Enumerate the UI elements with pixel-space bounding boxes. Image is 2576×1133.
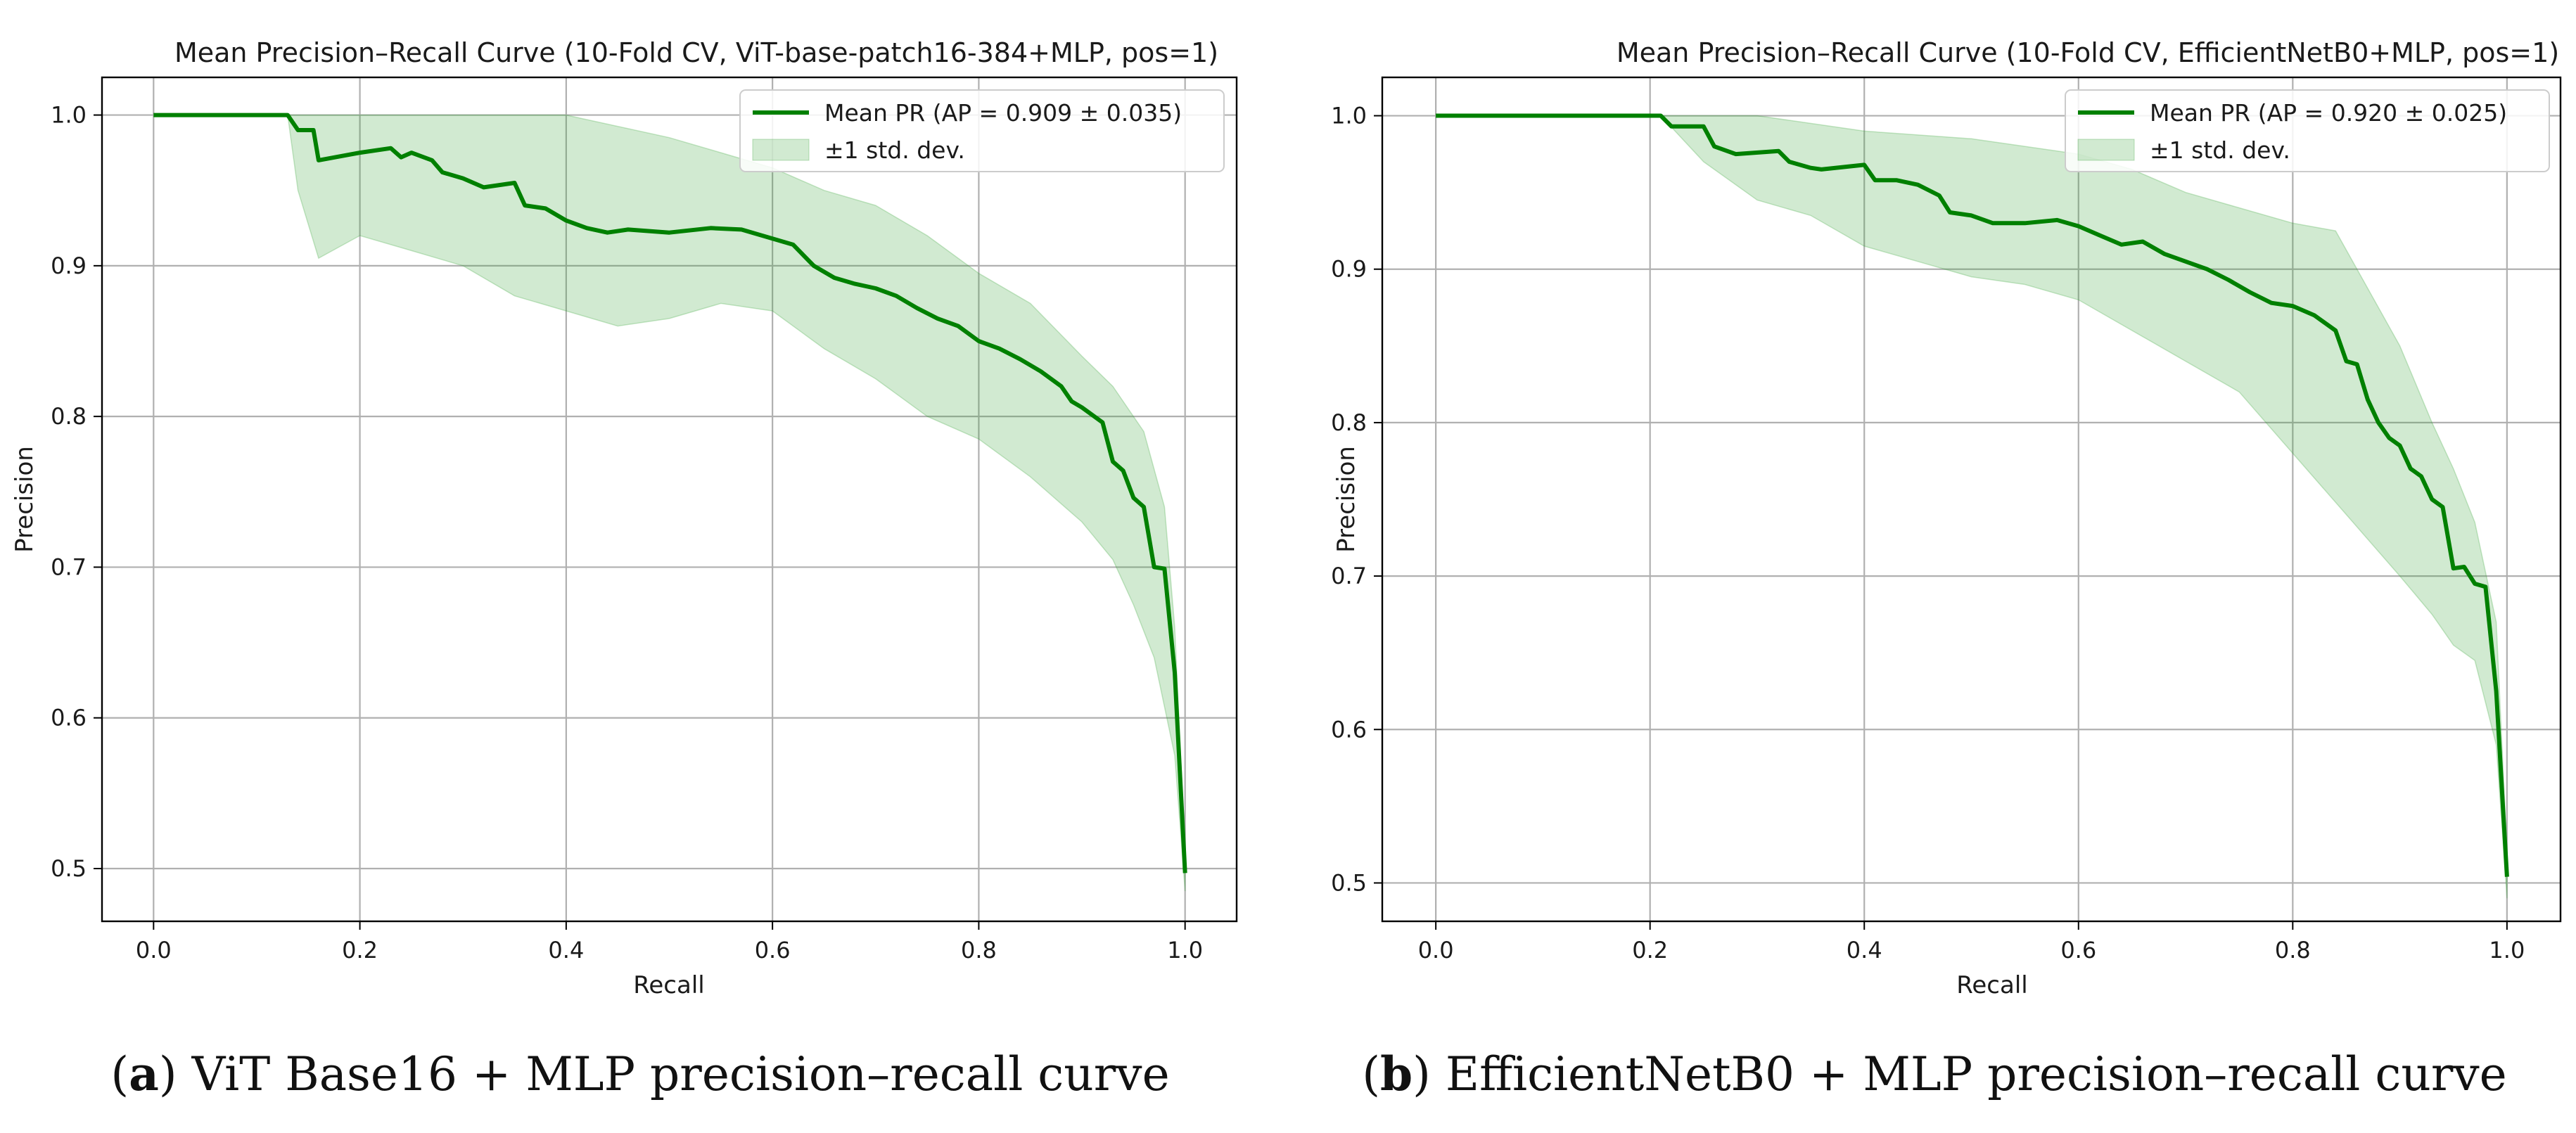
legend-band-swatch xyxy=(752,139,810,161)
mean-pr-line xyxy=(1436,113,2509,877)
caption-label: a xyxy=(129,1046,159,1101)
legend-band-swatch xyxy=(2077,139,2135,161)
legend: Mean PR (AP = 0.920 ± 0.025) ±1 std. dev… xyxy=(2065,89,2550,172)
y-tick-label: 0.9 xyxy=(1331,256,1367,283)
chart-title: Mean Precision–Recall Curve (10-Fold CV,… xyxy=(174,37,1218,68)
x-tick-label: 0.2 xyxy=(342,937,378,964)
chart-title: Mean Precision–Recall Curve (10-Fold CV,… xyxy=(1617,37,2559,68)
std-band-area xyxy=(1659,115,2508,899)
legend-entry-std-dev: ±1 std. dev. xyxy=(2150,136,2290,164)
x-tick-label: 0.4 xyxy=(1847,937,1882,964)
x-tick-label: 0.8 xyxy=(2275,937,2311,964)
y-tick-label: 1.0 xyxy=(51,102,87,129)
panel-vit: Mean Precision–Recall Curve (10-Fold CV,… xyxy=(11,37,1238,999)
y-tick-label: 0.5 xyxy=(51,855,87,882)
y-tick-label: 0.7 xyxy=(1331,563,1367,589)
x-tick-label: 0.0 xyxy=(136,937,172,964)
caption-b: (b) EfficientNetB0 + MLP precision–recal… xyxy=(1362,1046,2507,1101)
plot-frame xyxy=(101,76,1238,923)
caption-text: ViT Base16 + MLP precision–recall curve xyxy=(191,1047,1170,1101)
y-tick-label: 0.5 xyxy=(1331,869,1367,896)
x-tick-label: 1.0 xyxy=(2489,937,2525,964)
mean-pr-series xyxy=(153,113,1187,873)
std-band-area xyxy=(287,114,1186,892)
grid-lines xyxy=(1382,77,2561,921)
x-tick-label: 0.0 xyxy=(1418,937,1454,964)
std-band xyxy=(287,114,1186,892)
x-axis-label: Recall xyxy=(633,971,704,999)
y-tick-label: 0.6 xyxy=(1331,716,1367,743)
y-axis-label: Precision xyxy=(11,446,39,553)
x-tick-label: 1.0 xyxy=(1167,937,1203,964)
mean-pr-series xyxy=(1436,113,2509,877)
std-band xyxy=(1659,115,2508,899)
x-tick-label: 0.8 xyxy=(961,937,997,964)
y-tick-label: 1.0 xyxy=(1331,103,1367,129)
caption-label: b xyxy=(1380,1046,1413,1101)
x-axis-label: Recall xyxy=(1956,971,2027,999)
x-ticks: 0.0 0.2 0.4 0.6 0.8 1.0 xyxy=(136,921,1203,964)
y-ticks: 0.5 0.6 0.7 0.8 0.9 1.0 xyxy=(1331,103,1382,896)
y-tick-label: 0.8 xyxy=(51,403,87,430)
x-tick-label: 0.4 xyxy=(548,937,584,964)
y-axis-label: Precision xyxy=(1332,446,1360,553)
y-tick-label: 0.7 xyxy=(51,553,87,580)
legend-entry-std-dev: ±1 std. dev. xyxy=(824,136,965,164)
legend-entry-mean-pr: Mean PR (AP = 0.920 ± 0.025) xyxy=(2150,99,2507,127)
legend: Mean PR (AP = 0.909 ± 0.035) ±1 std. dev… xyxy=(739,89,1225,172)
y-ticks: 0.5 0.6 0.7 0.8 0.9 1.0 xyxy=(51,102,102,882)
legend-box xyxy=(2065,89,2550,172)
caption-text: EfficientNetB0 + MLP precision–recall cu… xyxy=(1445,1047,2507,1101)
legend-entry-mean-pr: Mean PR (AP = 0.909 ± 0.035) xyxy=(824,99,1182,127)
x-tick-label: 0.6 xyxy=(2060,937,2096,964)
x-tick-label: 0.2 xyxy=(1632,937,1668,964)
x-tick-label: 0.6 xyxy=(755,937,791,964)
grid-lines xyxy=(102,77,1237,921)
panel-efficientnet: Mean Precision–Recall Curve (10-Fold CV,… xyxy=(1331,37,2562,999)
y-tick-label: 0.6 xyxy=(51,705,87,731)
x-ticks: 0.0 0.2 0.4 0.6 0.8 1.0 xyxy=(1418,921,2525,964)
legend-box xyxy=(739,89,1225,172)
y-tick-label: 0.9 xyxy=(51,252,87,279)
mean-pr-line xyxy=(153,113,1187,873)
plot-frame xyxy=(1381,76,2562,923)
y-tick-label: 0.8 xyxy=(1331,409,1367,436)
caption-a: (a) ViT Base16 + MLP precision–recall cu… xyxy=(110,1046,1170,1101)
